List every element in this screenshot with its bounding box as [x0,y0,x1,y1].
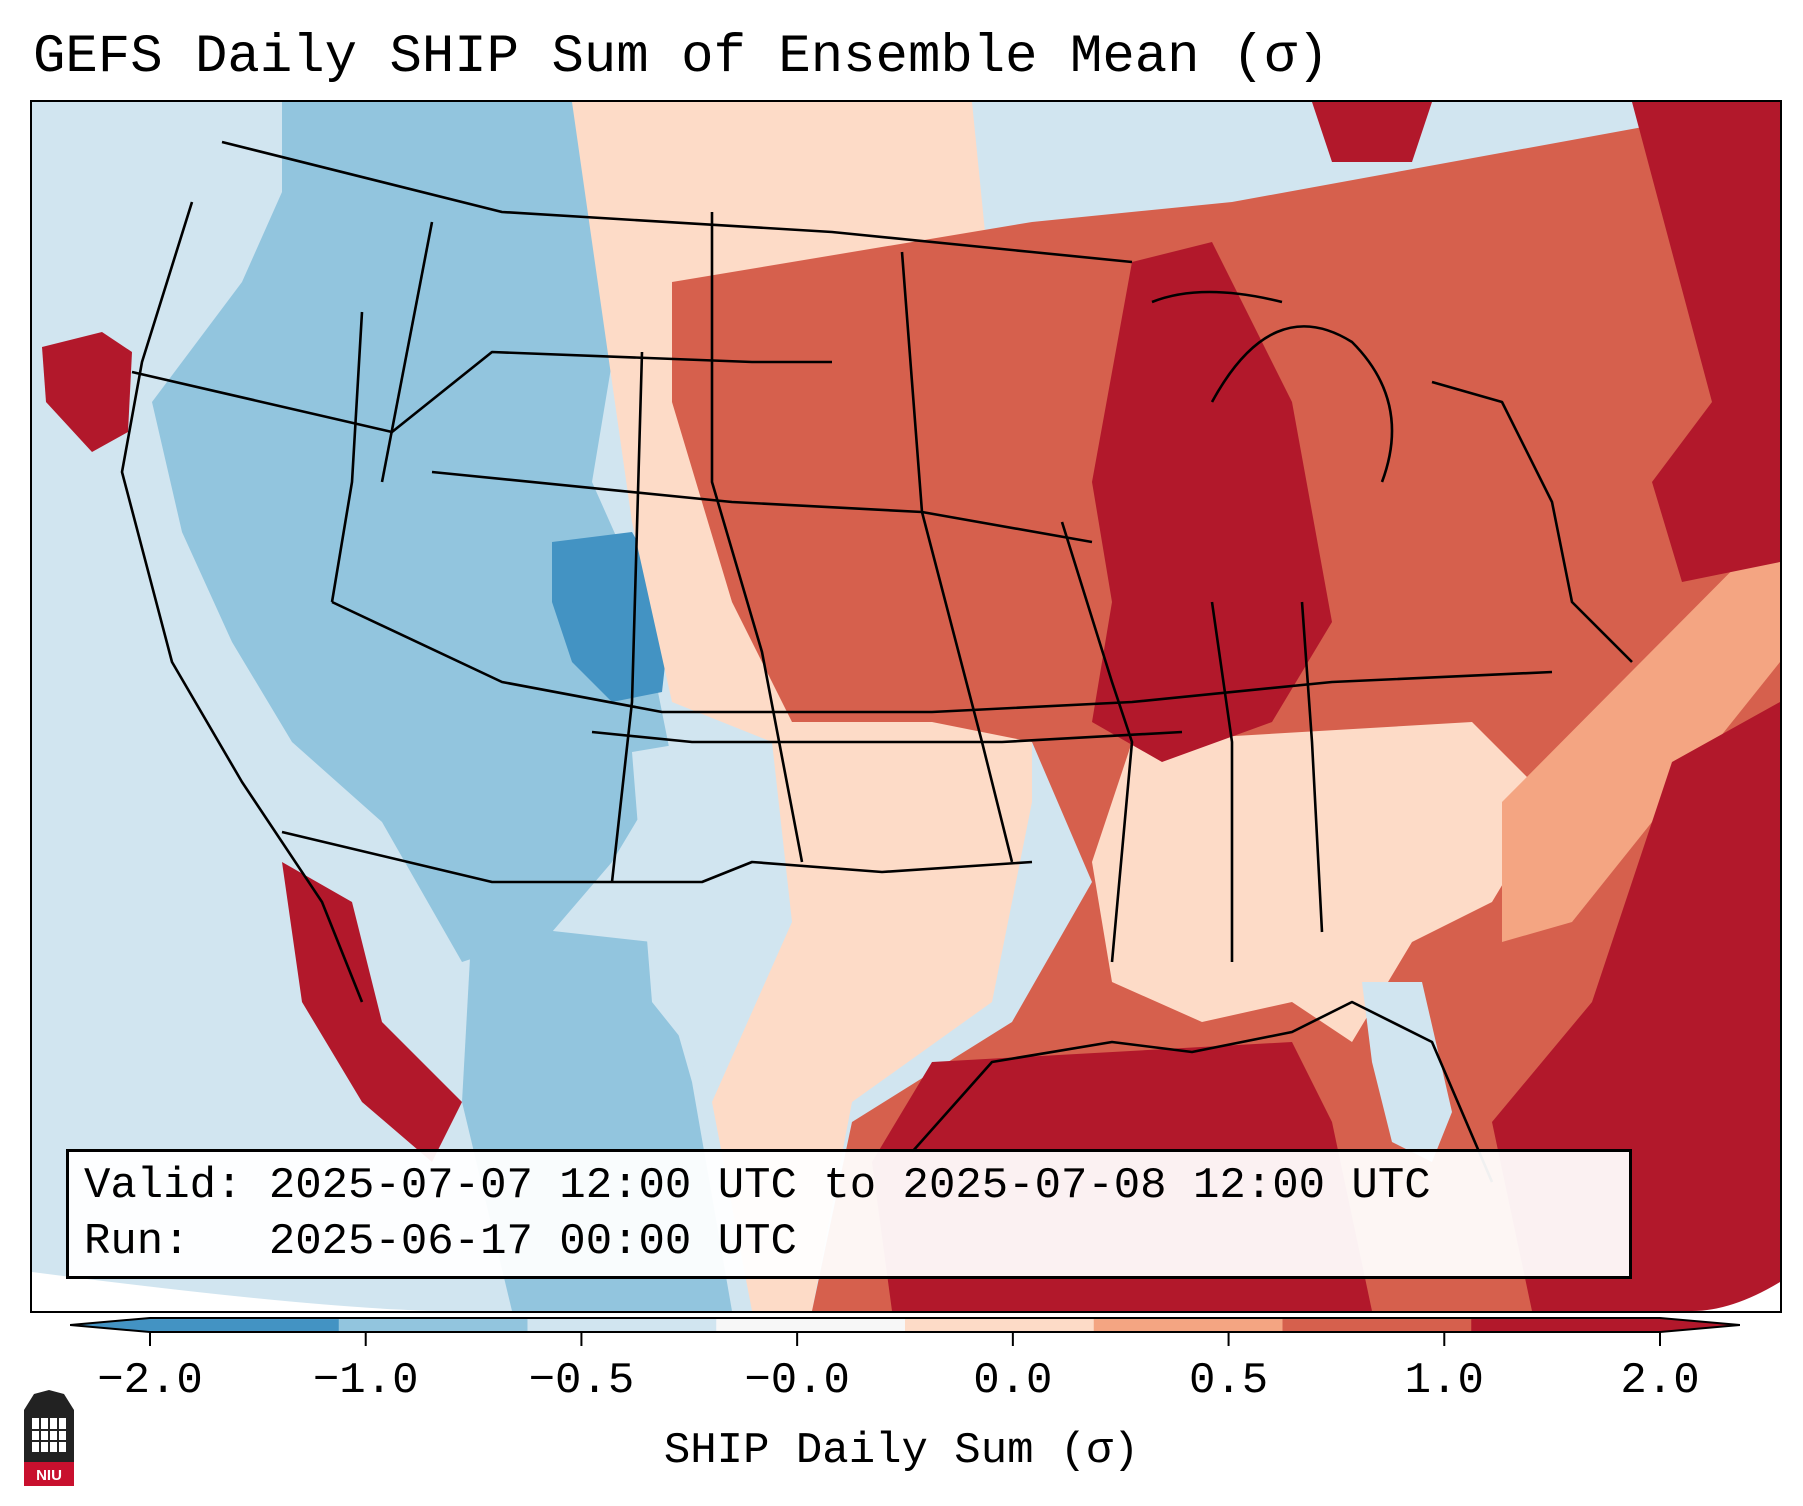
colorbar-segment [1282,1318,1472,1332]
colorbar-segment [905,1318,1095,1332]
map-panel [30,100,1782,1313]
run-label: Run: [84,1217,190,1267]
colorbar-segment [716,1318,906,1332]
florida-light-blue [1362,982,1452,1162]
valid-label: Valid: [84,1161,243,1211]
colorbar-tick-label: 0.5 [1188,1356,1269,1406]
pacific-nw-dark-red [42,332,132,452]
colorbar [70,1317,1740,1346]
colorbar-tick-label: 0.0 [973,1356,1053,1406]
colorbar-extend-high [1660,1318,1740,1332]
colorbar-tick-label: 1.0 [1404,1356,1484,1406]
west-blue-region [152,102,672,962]
map-canvas [32,102,1780,1311]
colorbar-segment [527,1318,717,1332]
colorbar-label: SHIP Daily Sum (σ) [663,1426,1140,1476]
colorbar-tick-label: −2.0 [97,1356,203,1406]
colorbar-tick-label: −1.0 [312,1356,419,1406]
outside-domain-white [32,1272,452,1311]
outside-domain-white-right [1692,1282,1780,1311]
run-time: 2025-06-17 00:00 UTC [268,1217,797,1267]
rockies-dark-blue [552,532,672,702]
northeast-dark-red [1632,102,1780,582]
baja-dark-red [282,862,462,1162]
great-lakes-dark-red [1092,242,1332,762]
state-boundaries [120,140,1633,1183]
colorbar-segment [1471,1318,1661,1332]
southeast-light-red [1092,722,1552,1042]
colorbar-segment [338,1318,528,1332]
colorbar-extend-low [70,1318,150,1332]
niu-logo: NIU [24,1390,74,1486]
valid-time-range: 2025-07-07 12:00 UTC to 2025-07-08 12:00… [268,1161,1431,1211]
atlantic-coastal-light [1502,522,1780,942]
colorbar-segment [150,1318,340,1332]
colorbar-tick-label: −0.0 [744,1356,850,1406]
colorbar-tick-label: −0.5 [528,1356,635,1406]
hudson-dark-red [1312,102,1432,162]
colorbar-segment [1093,1318,1283,1332]
logo-text: NIU [36,1467,62,1484]
validity-info-box: Valid: 2025-07-07 12:00 UTC to 2025-07-0… [66,1149,1632,1279]
colorbar-tick-label: 2.0 [1620,1356,1700,1406]
map-title: GEFS Daily SHIP Sum of Ensemble Mean (σ) [33,27,1330,88]
